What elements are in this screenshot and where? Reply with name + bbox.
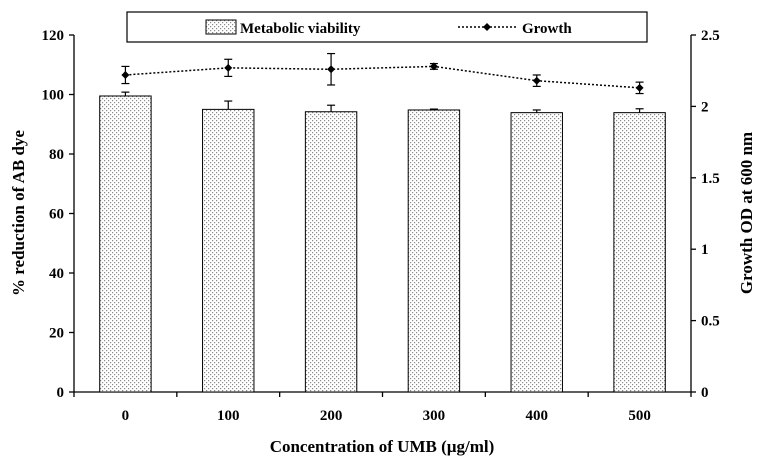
growth-point <box>429 62 438 71</box>
axes <box>73 35 692 393</box>
legend-label-growth: Growth <box>522 21 572 37</box>
growth-point <box>532 76 541 85</box>
bar <box>613 112 666 393</box>
y-tick-right-label: 2 <box>701 99 709 115</box>
growth-series <box>121 52 644 95</box>
y-tick-right-label: 0.5 <box>701 314 720 330</box>
y-ticks-left: 0 20 40 60 80 100 120 <box>42 28 74 401</box>
bar <box>202 108 255 393</box>
x-tick-label: 100 <box>217 408 240 424</box>
legend-marker-diamond <box>483 23 491 31</box>
growth-point <box>224 63 233 72</box>
y-tick-right-label: 1 <box>701 242 709 258</box>
y-tick-left-label: 80 <box>49 147 64 163</box>
x-tick-label: 500 <box>628 408 651 424</box>
bar <box>510 112 563 393</box>
y-tick-right-label: 1.5 <box>701 171 720 187</box>
bar <box>407 109 461 393</box>
y-axis-title-right: Growth OD at 600 nm <box>737 132 756 294</box>
bar-error-bars <box>121 91 644 113</box>
y-tick-right-label: 0 <box>701 385 709 401</box>
x-tick-label: 400 <box>526 408 549 424</box>
y-tick-left-label: 120 <box>42 28 65 44</box>
y-tick-right-label: 2.5 <box>701 28 720 44</box>
growth-point <box>327 65 336 74</box>
growth-point <box>635 83 644 92</box>
x-axis-title: Concentration of UMB (µg/ml) <box>270 437 495 456</box>
y-tick-left-label: 100 <box>42 88 65 104</box>
growth-line <box>125 65 640 89</box>
y-axis-title-left: % reduction of AB dye <box>9 130 28 296</box>
growth-point <box>121 70 130 79</box>
x-tick-label: 300 <box>423 408 446 424</box>
bar <box>304 111 358 393</box>
legend: Metabolic viability Growth <box>126 11 648 43</box>
legend-label-viability: Metabolic viability <box>240 21 361 37</box>
x-ticks: 0 100 200 300 400 500 <box>73 392 692 424</box>
legend-bar-swatch <box>205 19 237 35</box>
y-tick-left-label: 0 <box>57 385 65 401</box>
y-ticks-right: 0 0.5 1 1.5 2 2.5 <box>691 28 720 401</box>
x-tick-label: 0 <box>122 408 130 424</box>
bar <box>99 95 152 393</box>
y-tick-left-label: 60 <box>49 207 64 223</box>
bar-series <box>99 95 666 393</box>
y-tick-left-label: 20 <box>49 326 64 342</box>
x-tick-label: 200 <box>320 408 343 424</box>
y-tick-left-label: 40 <box>49 266 64 282</box>
